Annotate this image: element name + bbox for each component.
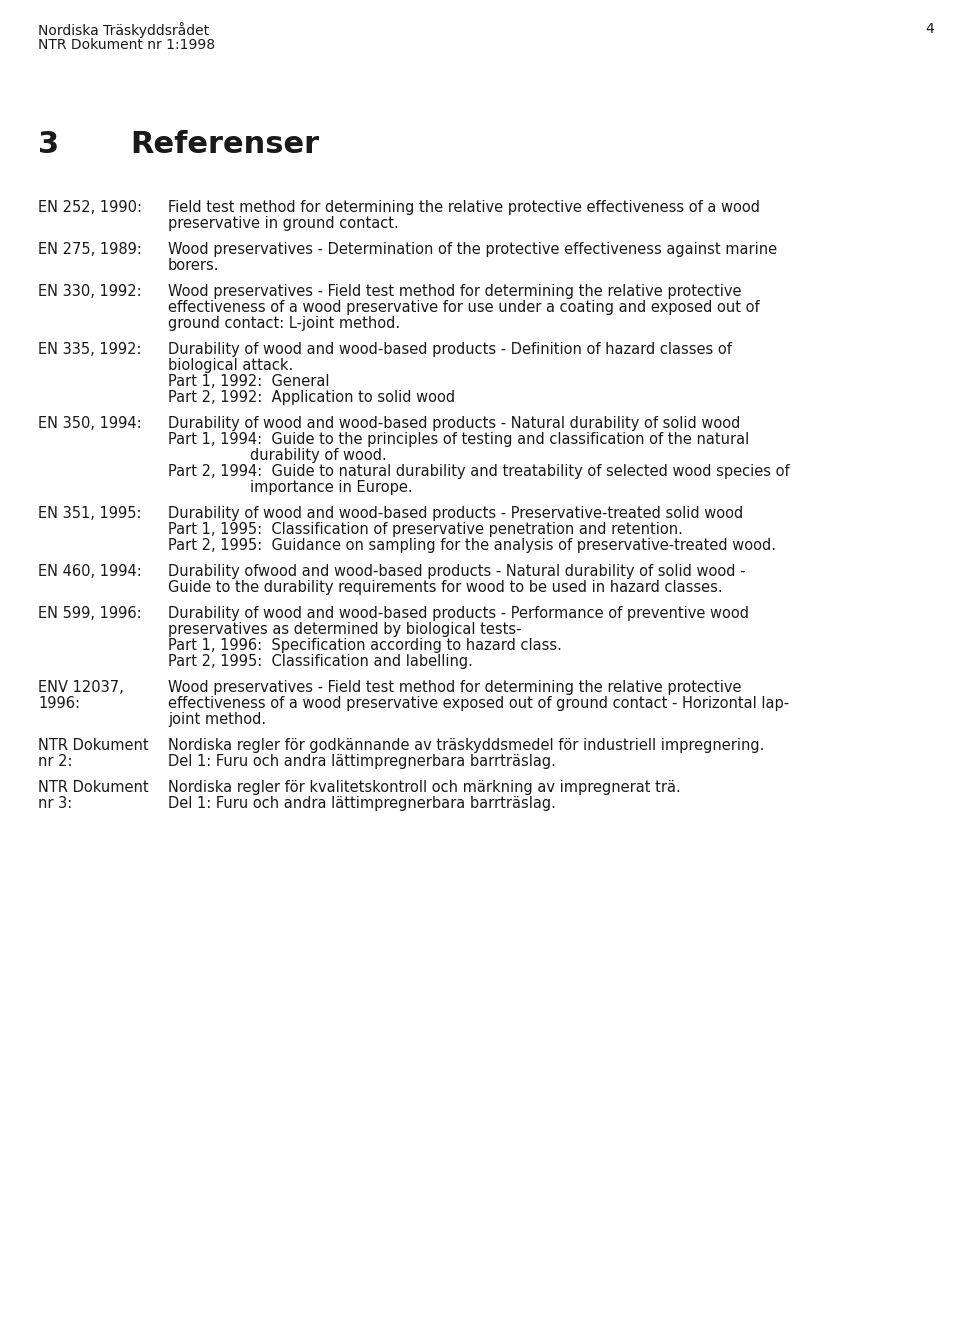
Text: EN 275, 1989:: EN 275, 1989: [38, 242, 142, 257]
Text: Part 1, 1994:  Guide to the principles of testing and classification of the natu: Part 1, 1994: Guide to the principles of… [168, 432, 749, 447]
Text: NTR Dokument nr 1:1998: NTR Dokument nr 1:1998 [38, 37, 215, 52]
Text: Part 1, 1995:  Classification of preservative penetration and retention.: Part 1, 1995: Classification of preserva… [168, 522, 683, 537]
Text: Wood preservatives - Determination of the protective effectiveness against marin: Wood preservatives - Determination of th… [168, 242, 778, 257]
Text: Part 1, 1996:  Specification according to hazard class.: Part 1, 1996: Specification according to… [168, 638, 562, 653]
Text: NTR Dokument: NTR Dokument [38, 780, 149, 795]
Text: Nordiska regler för godkännande av träskyddsmedel för industriell impregnering.: Nordiska regler för godkännande av träsk… [168, 739, 764, 753]
Text: Del 1: Furu och andra lättimpregnerbara barrträslag.: Del 1: Furu och andra lättimpregnerbara … [168, 755, 556, 769]
Text: importance in Europe.: importance in Europe. [250, 480, 413, 495]
Text: Durability ofwood and wood-based products - Natural durability of solid wood -: Durability ofwood and wood-based product… [168, 565, 746, 579]
Text: Part 2, 1995:  Classification and labelling.: Part 2, 1995: Classification and labelli… [168, 654, 473, 669]
Text: EN 351, 1995:: EN 351, 1995: [38, 506, 141, 520]
Text: preservative in ground contact.: preservative in ground contact. [168, 215, 398, 231]
Text: Nordiska regler för kvalitetskontroll och märkning av impregnerat trä.: Nordiska regler för kvalitetskontroll oc… [168, 780, 681, 795]
Text: preservatives as determined by biological tests-: preservatives as determined by biologica… [168, 622, 521, 637]
Text: Durability of wood and wood-based products - Performance of preventive wood: Durability of wood and wood-based produc… [168, 606, 749, 621]
Text: Guide to the durability requirements for wood to be used in hazard classes.: Guide to the durability requirements for… [168, 579, 723, 595]
Text: Nordiska Träskyddsrådet: Nordiska Träskyddsrådet [38, 21, 209, 37]
Text: Referenser: Referenser [130, 130, 319, 159]
Text: Del 1: Furu och andra lättimpregnerbara barrträslag.: Del 1: Furu och andra lättimpregnerbara … [168, 796, 556, 811]
Text: joint method.: joint method. [168, 712, 266, 727]
Text: borers.: borers. [168, 258, 220, 273]
Text: EN 350, 1994:: EN 350, 1994: [38, 416, 142, 431]
Text: EN 599, 1996:: EN 599, 1996: [38, 606, 142, 621]
Text: effectiveness of a wood preservative exposed out of ground contact - Horizontal : effectiveness of a wood preservative exp… [168, 696, 789, 710]
Text: 1996:: 1996: [38, 696, 80, 710]
Text: 4: 4 [925, 21, 934, 36]
Text: EN 330, 1992:: EN 330, 1992: [38, 284, 142, 298]
Text: Part 1, 1992:  General: Part 1, 1992: General [168, 375, 329, 389]
Text: Wood preservatives - Field test method for determining the relative protective: Wood preservatives - Field test method f… [168, 680, 741, 694]
Text: Field test method for determining the relative protective effectiveness of a woo: Field test method for determining the re… [168, 199, 760, 215]
Text: Durability of wood and wood-based products - Natural durability of solid wood: Durability of wood and wood-based produc… [168, 416, 740, 431]
Text: Part 2, 1995:  Guidance on sampling for the analysis of preservative-treated woo: Part 2, 1995: Guidance on sampling for t… [168, 538, 776, 553]
Text: durability of wood.: durability of wood. [250, 448, 387, 463]
Text: EN 335, 1992:: EN 335, 1992: [38, 343, 141, 357]
Text: Wood preservatives - Field test method for determining the relative protective: Wood preservatives - Field test method f… [168, 284, 741, 298]
Text: biological attack.: biological attack. [168, 359, 293, 373]
Text: EN 252, 1990:: EN 252, 1990: [38, 199, 142, 215]
Text: 3: 3 [38, 130, 60, 159]
Text: effectiveness of a wood preservative for use under a coating and exposed out of: effectiveness of a wood preservative for… [168, 300, 759, 314]
Text: NTR Dokument: NTR Dokument [38, 739, 149, 753]
Text: nr 3:: nr 3: [38, 796, 72, 811]
Text: Durability of wood and wood-based products - Definition of hazard classes of: Durability of wood and wood-based produc… [168, 343, 732, 357]
Text: ENV 12037,: ENV 12037, [38, 680, 124, 694]
Text: EN 460, 1994:: EN 460, 1994: [38, 565, 142, 579]
Text: Part 2, 1994:  Guide to natural durability and treatability of selected wood spe: Part 2, 1994: Guide to natural durabilit… [168, 464, 790, 479]
Text: Part 2, 1992:  Application to solid wood: Part 2, 1992: Application to solid wood [168, 389, 455, 405]
Text: nr 2:: nr 2: [38, 755, 73, 769]
Text: Durability of wood and wood-based products - Preservative-treated solid wood: Durability of wood and wood-based produc… [168, 506, 743, 520]
Text: ground contact: L-joint method.: ground contact: L-joint method. [168, 316, 400, 330]
